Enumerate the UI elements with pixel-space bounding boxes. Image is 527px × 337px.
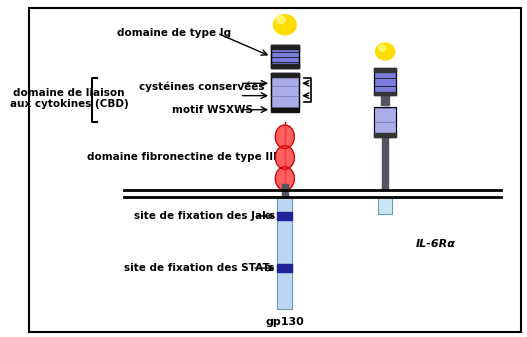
Bar — [271, 45, 299, 68]
Text: domaine fibronectine de type III: domaine fibronectine de type III — [87, 152, 277, 162]
Bar — [282, 184, 288, 197]
Text: IL-6Rα: IL-6Rα — [415, 239, 455, 249]
Bar — [374, 68, 396, 71]
Ellipse shape — [376, 43, 395, 60]
Ellipse shape — [275, 146, 295, 169]
Bar — [271, 73, 299, 108]
Ellipse shape — [378, 45, 386, 51]
Text: cystéines conservées: cystéines conservées — [139, 81, 265, 92]
Bar — [271, 64, 299, 68]
Bar — [374, 107, 396, 137]
Bar — [271, 45, 299, 49]
Bar — [381, 95, 389, 105]
Ellipse shape — [276, 16, 285, 24]
Text: motif WSXWS: motif WSXWS — [172, 105, 252, 115]
Bar — [271, 73, 299, 76]
Ellipse shape — [275, 167, 295, 190]
Text: site de fixation des Jaks: site de fixation des Jaks — [134, 211, 275, 221]
Ellipse shape — [275, 125, 295, 148]
Text: gp130: gp130 — [266, 317, 304, 327]
Bar — [374, 107, 396, 137]
Text: site de fixation des STATs: site de fixation des STATs — [124, 263, 275, 273]
Bar — [378, 197, 392, 214]
Bar — [374, 92, 396, 95]
Bar — [374, 68, 396, 95]
Bar — [277, 197, 292, 309]
Bar — [382, 137, 388, 190]
Text: domaine de liaison
aux cytokines (CBD): domaine de liaison aux cytokines (CBD) — [10, 88, 129, 109]
Bar — [277, 212, 292, 220]
Bar — [277, 197, 292, 309]
Bar — [271, 108, 299, 112]
Bar — [277, 264, 292, 272]
Bar — [378, 197, 392, 214]
Bar — [271, 45, 299, 68]
Bar — [374, 133, 396, 137]
Bar — [374, 68, 396, 95]
Ellipse shape — [274, 15, 296, 35]
Bar — [271, 73, 299, 108]
Text: domaine de type Ig: domaine de type Ig — [118, 28, 231, 38]
